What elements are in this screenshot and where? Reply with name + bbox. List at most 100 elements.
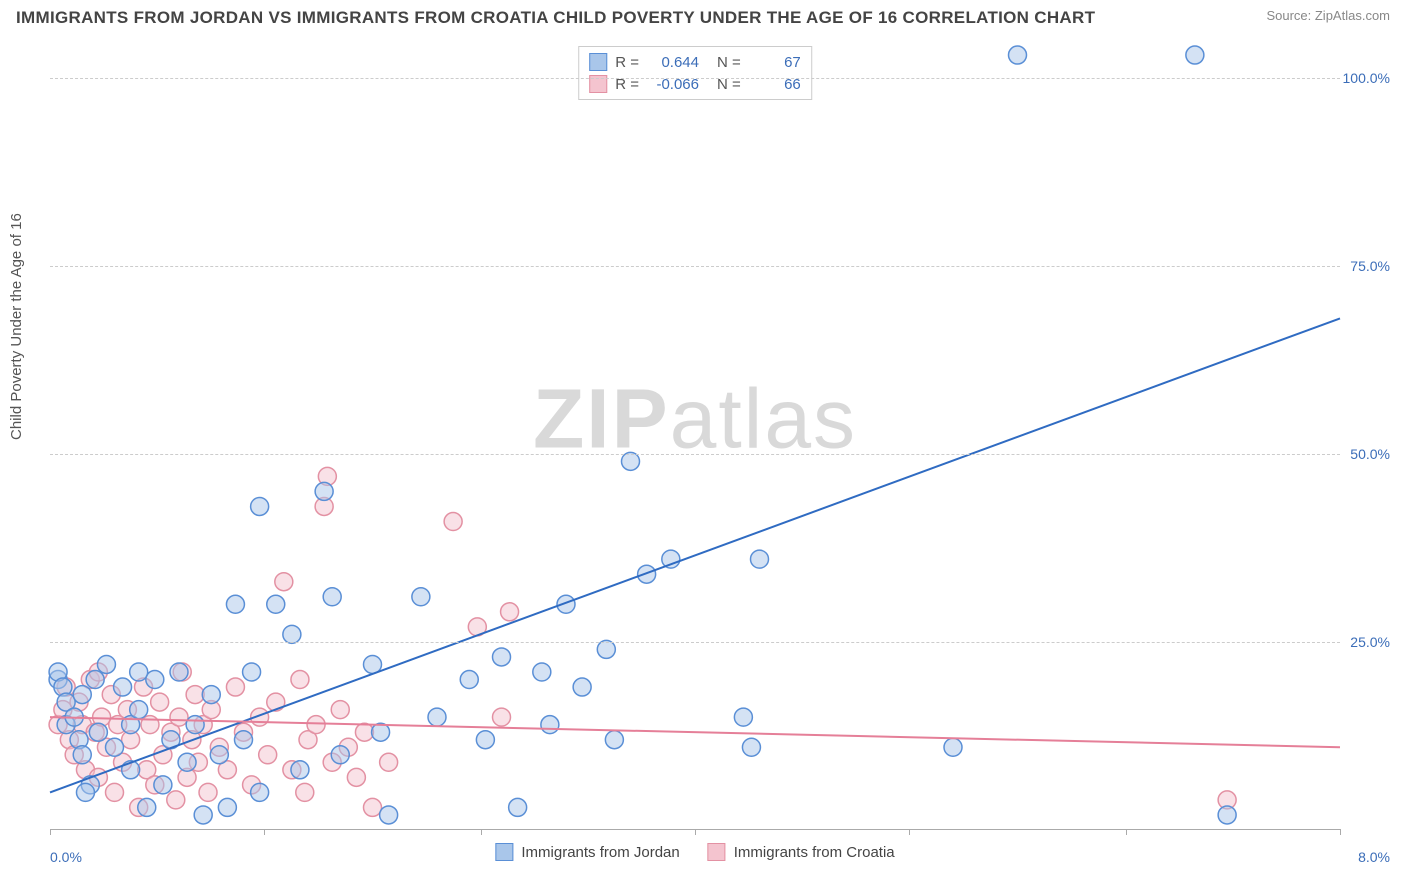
legend-item-jordan: Immigrants from Jordan [495, 843, 679, 861]
data-point-jordan [380, 806, 398, 824]
swatch-jordan-icon [495, 843, 513, 861]
data-point-jordan [734, 708, 752, 726]
data-point-jordan [751, 550, 769, 568]
data-point-jordan [146, 671, 164, 689]
data-point-croatia [226, 678, 244, 696]
y-tick-label: 75.0% [1342, 258, 1390, 274]
y-tick-label: 100.0% [1342, 70, 1390, 86]
data-point-croatia [296, 783, 314, 801]
gridline-h [50, 266, 1340, 267]
scatter-plot-svg [50, 40, 1340, 829]
gridline-h [50, 78, 1340, 79]
data-point-croatia [444, 513, 462, 531]
data-point-croatia [186, 686, 204, 704]
data-point-jordan [476, 731, 494, 749]
data-point-croatia [151, 693, 169, 711]
chart-title: IMMIGRANTS FROM JORDAN VS IMMIGRANTS FRO… [16, 8, 1095, 28]
data-point-jordan [97, 655, 115, 673]
data-point-jordan [331, 746, 349, 764]
x-tick [481, 829, 482, 835]
data-point-jordan [73, 686, 91, 704]
data-point-jordan [138, 798, 156, 816]
n-value-jordan: 67 [749, 54, 801, 71]
legend-label-croatia: Immigrants from Croatia [734, 844, 895, 861]
x-tick-label-min: 0.0% [50, 849, 82, 865]
x-tick [264, 829, 265, 835]
data-point-jordan [509, 798, 527, 816]
data-point-jordan [251, 497, 269, 515]
data-point-jordan [1009, 46, 1027, 64]
data-point-jordan [662, 550, 680, 568]
source-attribution: Source: ZipAtlas.com [1266, 8, 1390, 23]
y-axis-label: Child Poverty Under the Age of 16 [8, 213, 25, 440]
data-point-jordan [493, 648, 511, 666]
data-point-croatia [170, 708, 188, 726]
data-point-jordan [597, 640, 615, 658]
data-point-jordan [742, 738, 760, 756]
legend-item-croatia: Immigrants from Croatia [708, 843, 895, 861]
data-point-croatia [199, 783, 217, 801]
data-point-croatia [259, 746, 277, 764]
data-point-jordan [86, 671, 104, 689]
gridline-h [50, 454, 1340, 455]
x-tick [695, 829, 696, 835]
data-point-jordan [130, 663, 148, 681]
data-point-jordan [76, 783, 94, 801]
data-point-jordan [243, 663, 261, 681]
data-point-jordan [1218, 806, 1236, 824]
stats-row-croatia: R = -0.066 N = 66 [589, 73, 801, 95]
data-point-jordan [573, 678, 591, 696]
x-tick [1340, 829, 1341, 835]
data-point-croatia [364, 798, 382, 816]
data-point-jordan [291, 761, 309, 779]
data-point-jordan [210, 746, 228, 764]
data-point-jordan [412, 588, 430, 606]
data-point-jordan [114, 678, 132, 696]
data-point-jordan [106, 738, 124, 756]
data-point-jordan [605, 731, 623, 749]
data-point-croatia [106, 783, 124, 801]
data-point-croatia [347, 768, 365, 786]
x-tick [1126, 829, 1127, 835]
y-tick-label: 25.0% [1342, 634, 1390, 650]
data-point-jordan [186, 716, 204, 734]
data-point-croatia [380, 753, 398, 771]
data-point-jordan [89, 723, 107, 741]
r-value-jordan: 0.644 [647, 54, 699, 71]
gridline-h [50, 642, 1340, 643]
data-point-jordan [283, 625, 301, 643]
data-point-jordan [226, 595, 244, 613]
stats-row-jordan: R = 0.644 N = 67 [589, 51, 801, 73]
data-point-jordan [202, 686, 220, 704]
data-point-croatia [167, 791, 185, 809]
data-point-jordan [460, 671, 478, 689]
correlation-stats-legend: R = 0.644 N = 67 R = -0.066 N = 66 [578, 46, 812, 100]
y-tick-label: 50.0% [1342, 446, 1390, 462]
data-point-jordan [251, 783, 269, 801]
data-point-jordan [315, 482, 333, 500]
data-point-jordan [533, 663, 551, 681]
legend-label-jordan: Immigrants from Jordan [521, 844, 679, 861]
data-point-croatia [493, 708, 511, 726]
x-tick [50, 829, 51, 835]
plot-area: ZIPatlas R = 0.644 N = 67 R = -0.066 N =… [50, 40, 1340, 830]
data-point-jordan [267, 595, 285, 613]
data-point-jordan [1186, 46, 1204, 64]
data-point-jordan [323, 588, 341, 606]
data-point-jordan [154, 776, 172, 794]
data-point-croatia [275, 573, 293, 591]
data-point-jordan [218, 798, 236, 816]
data-point-croatia [291, 671, 309, 689]
data-point-jordan [428, 708, 446, 726]
chart-container: ZIPatlas R = 0.644 N = 67 R = -0.066 N =… [50, 40, 1390, 840]
data-point-jordan [178, 753, 196, 771]
series-legend: Immigrants from Jordan Immigrants from C… [495, 843, 894, 861]
data-point-jordan [622, 452, 640, 470]
data-point-jordan [73, 746, 91, 764]
data-point-jordan [130, 701, 148, 719]
x-tick [909, 829, 910, 835]
data-point-croatia [331, 701, 349, 719]
data-point-jordan [944, 738, 962, 756]
data-point-croatia [355, 723, 373, 741]
data-point-croatia [307, 716, 325, 734]
